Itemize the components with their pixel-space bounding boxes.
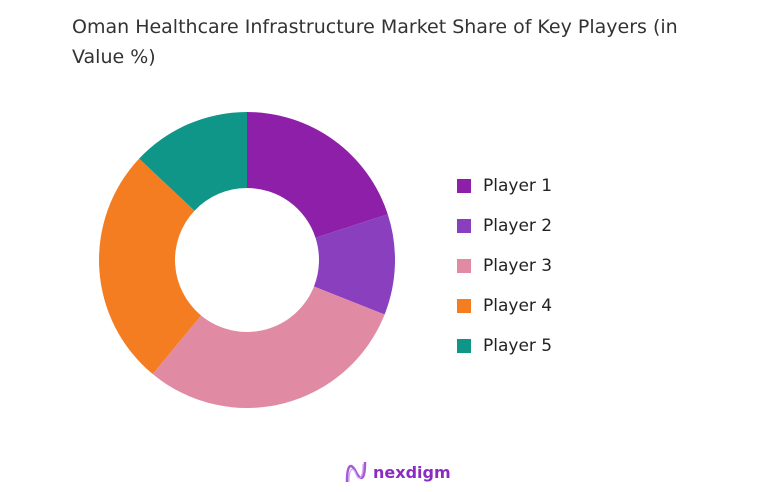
slice-player-4 xyxy=(99,158,202,375)
legend-swatch xyxy=(457,259,471,273)
slice-player-1 xyxy=(247,112,388,238)
legend-label: Player 1 xyxy=(483,176,553,196)
legend-item: Player 5 xyxy=(457,326,552,366)
legend-swatch xyxy=(457,179,471,193)
legend-swatch xyxy=(457,219,471,233)
nexdigm-logo: nexdigm xyxy=(345,460,451,484)
legend-item: Player 1 xyxy=(457,166,552,206)
slice-player-5 xyxy=(139,112,247,211)
nexdigm-logo-icon xyxy=(345,461,367,483)
legend-item: Player 4 xyxy=(457,286,552,326)
legend-label: Player 5 xyxy=(483,336,553,356)
legend-label: Player 2 xyxy=(483,216,553,236)
slice-player-2 xyxy=(313,214,395,315)
legend-swatch xyxy=(457,299,471,313)
logo-text: nexdigm xyxy=(373,462,451,482)
legend-label: Player 3 xyxy=(483,256,553,276)
legend-swatch xyxy=(457,339,471,353)
legend-item: Player 3 xyxy=(457,246,552,286)
slice-player-3 xyxy=(152,286,385,409)
chart-title: Oman Healthcare Infrastructure Market Sh… xyxy=(72,16,678,68)
legend-label: Player 4 xyxy=(483,296,553,316)
legend: Player 1 Player 2 Player 3 Player 4 Player 5 xyxy=(457,166,552,366)
legend-item: Player 2 xyxy=(457,206,552,246)
